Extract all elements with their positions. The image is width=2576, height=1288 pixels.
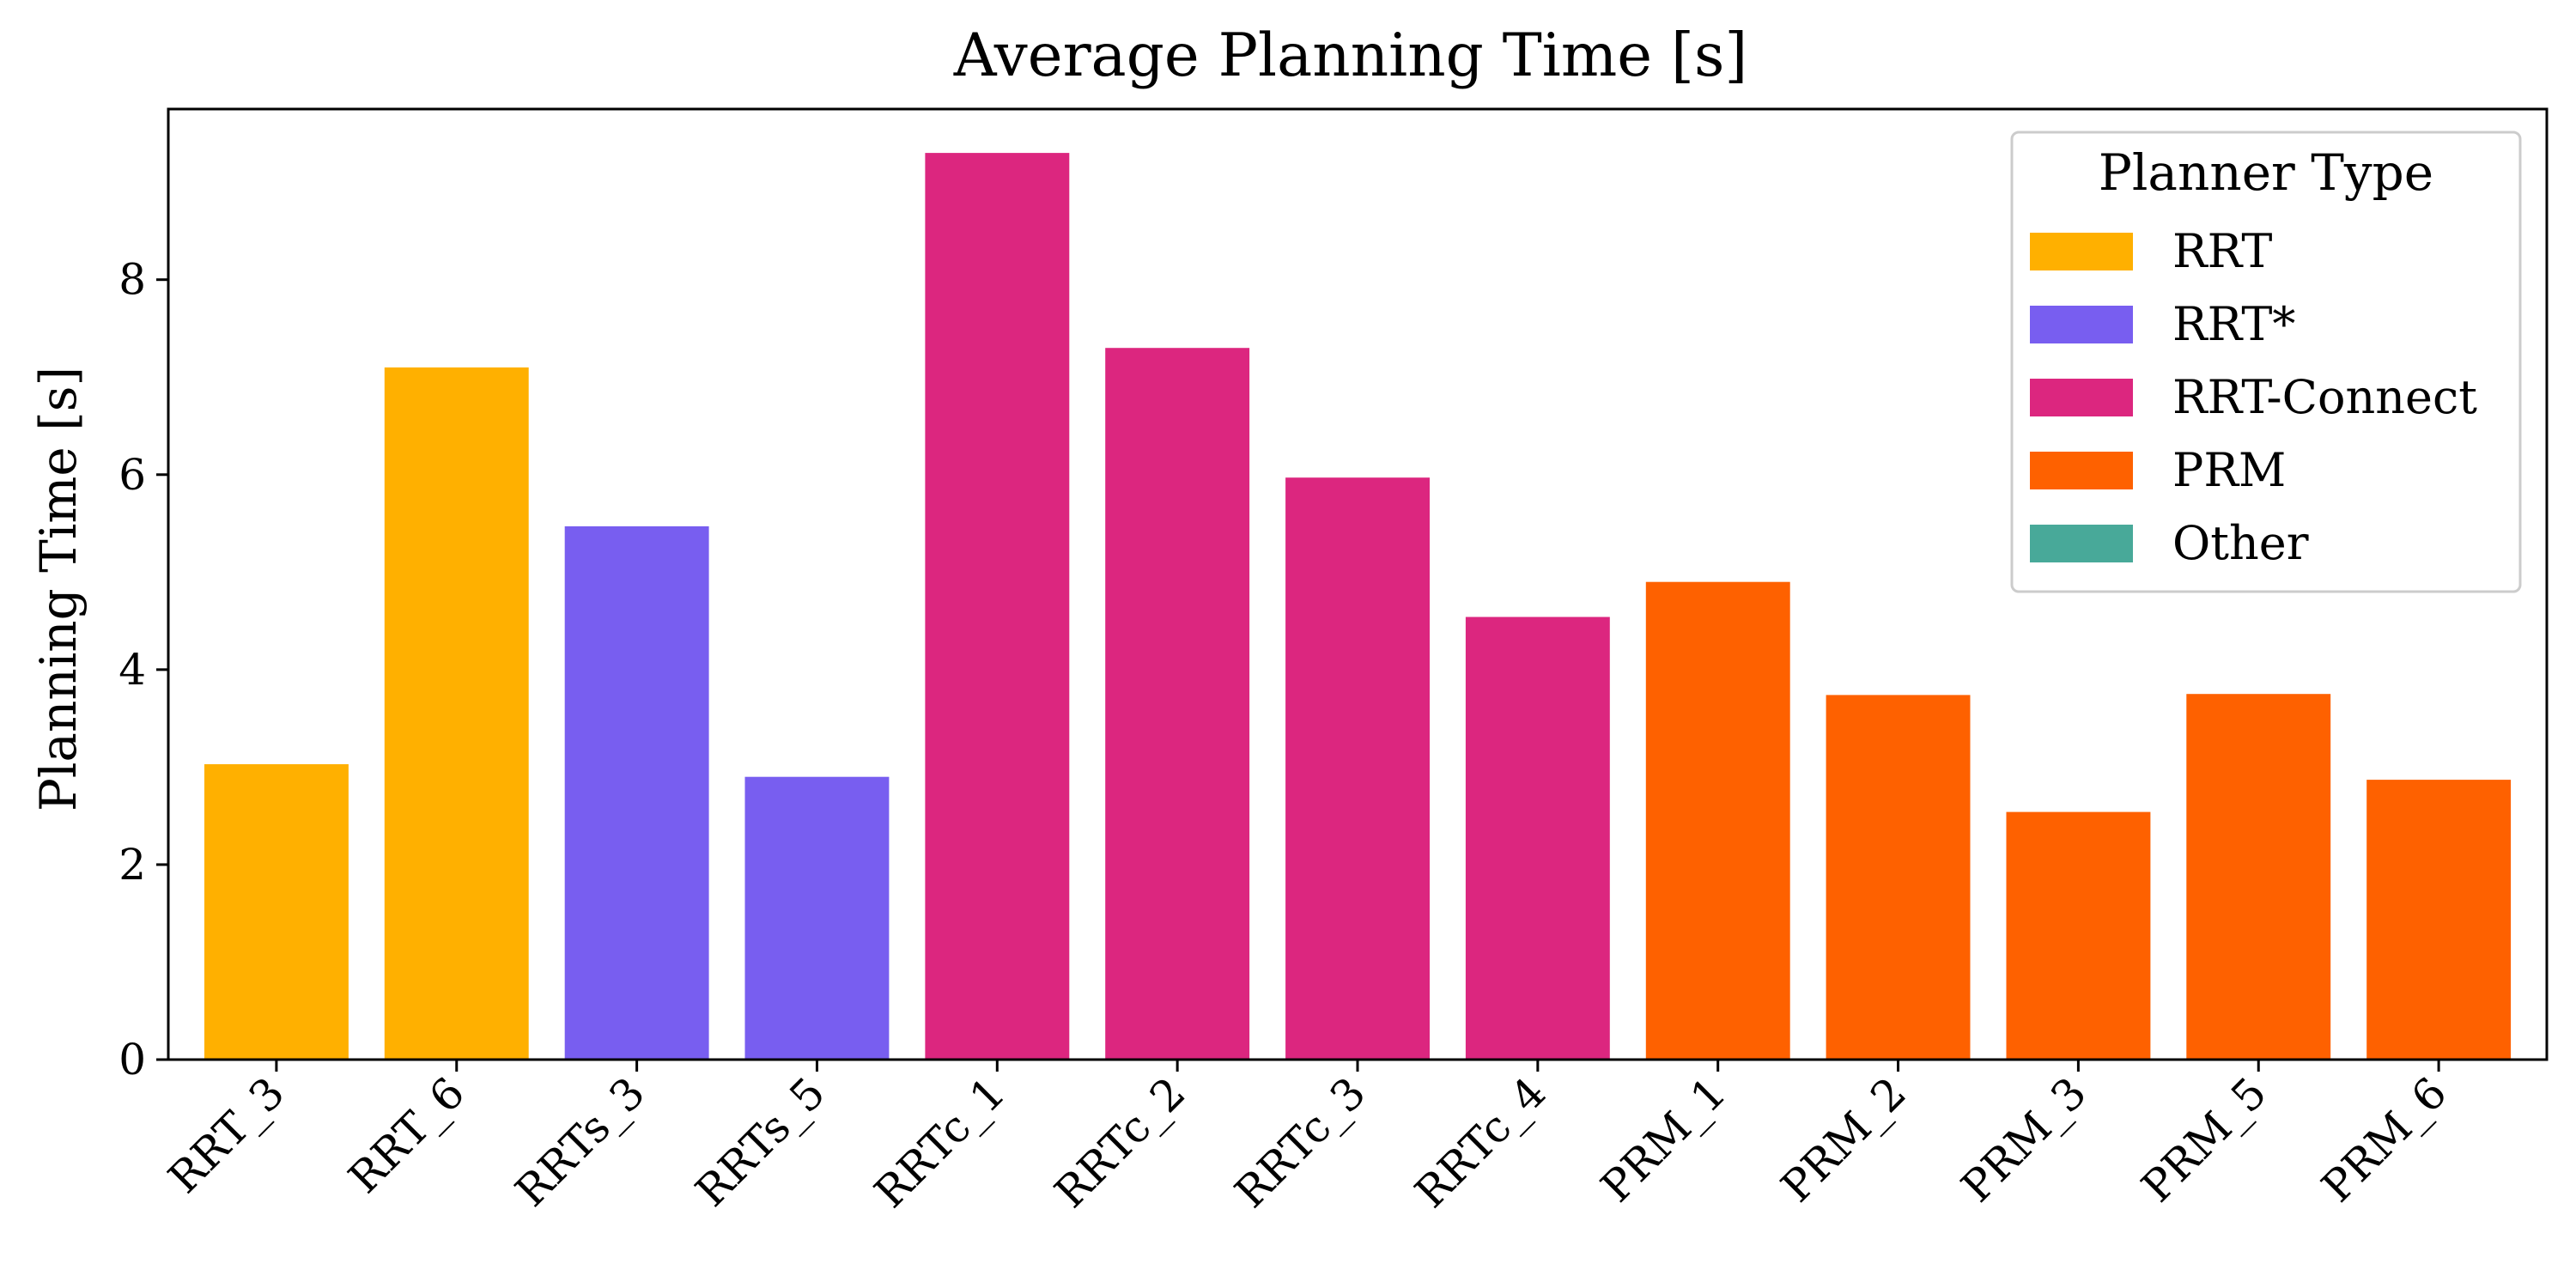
legend-label: Other	[2172, 516, 2309, 570]
legend-swatch	[2030, 233, 2133, 270]
bar-rrtc-3	[1285, 477, 1430, 1060]
legend-entries: RRT RRT* RRT-Connect PRM Other	[2030, 224, 2477, 570]
plot-frame	[167, 107, 2549, 1061]
bar-rrt-6	[384, 367, 529, 1060]
legend-swatch	[2030, 525, 2133, 562]
y-tick-label: 2	[118, 840, 146, 890]
legend-swatch	[2030, 452, 2133, 489]
y-tick-label: 0	[118, 1035, 146, 1084]
legend-swatch	[2030, 306, 2133, 343]
legend-label: RRT	[2172, 224, 2272, 278]
bar-rrtc-2	[1105, 348, 1250, 1060]
y-tick-label: 4	[118, 645, 146, 695]
y-tick-label: 6	[118, 450, 146, 500]
chart-title: Average Planning Time [s]	[953, 21, 1748, 90]
bar-rrt-3	[204, 764, 349, 1060]
legend-title: Planner Type	[2099, 143, 2433, 202]
bar-prm-6	[2366, 780, 2512, 1060]
legend-swatch	[2030, 379, 2133, 416]
legend: Planner Type RRT RRT* RRT-Connect PRM Other	[2010, 131, 2522, 593]
bar-prm-1	[1645, 581, 1790, 1060]
legend-label: RRT*	[2172, 297, 2295, 351]
legend-box	[2010, 131, 2522, 593]
y-tick-label: 8	[118, 255, 146, 305]
legend-label: RRT-Connect	[2172, 370, 2477, 424]
legend-label: PRM	[2172, 443, 2286, 497]
bar-rrtc-1	[925, 153, 1070, 1060]
bar-prm-5	[2186, 694, 2331, 1060]
bar-rrts-3	[564, 526, 709, 1060]
bar-prm-3	[2006, 811, 2151, 1060]
bars-group	[204, 153, 2512, 1060]
bar-rrtc-4	[1465, 617, 1610, 1060]
bar-prm-2	[1826, 695, 1971, 1060]
y-ticks-group: 0 2 4 6 8	[118, 255, 168, 1084]
bar-rrts-5	[744, 776, 890, 1060]
y-axis-label: Planning Time [s]	[29, 367, 88, 811]
